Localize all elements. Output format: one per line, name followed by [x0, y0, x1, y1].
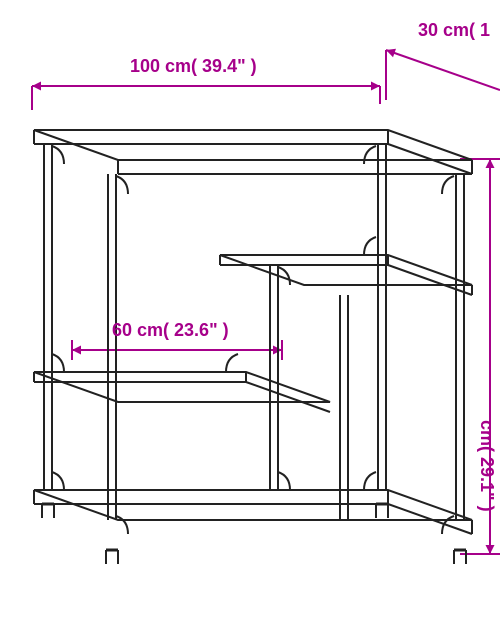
depth-label: 30 cm( 1: [418, 20, 490, 41]
width-label: 100 cm( 39.4" ): [130, 56, 257, 77]
height-label: cm( 29.1" ): [476, 420, 497, 512]
shelf-label: 60 cm( 23.6" ): [112, 320, 229, 341]
